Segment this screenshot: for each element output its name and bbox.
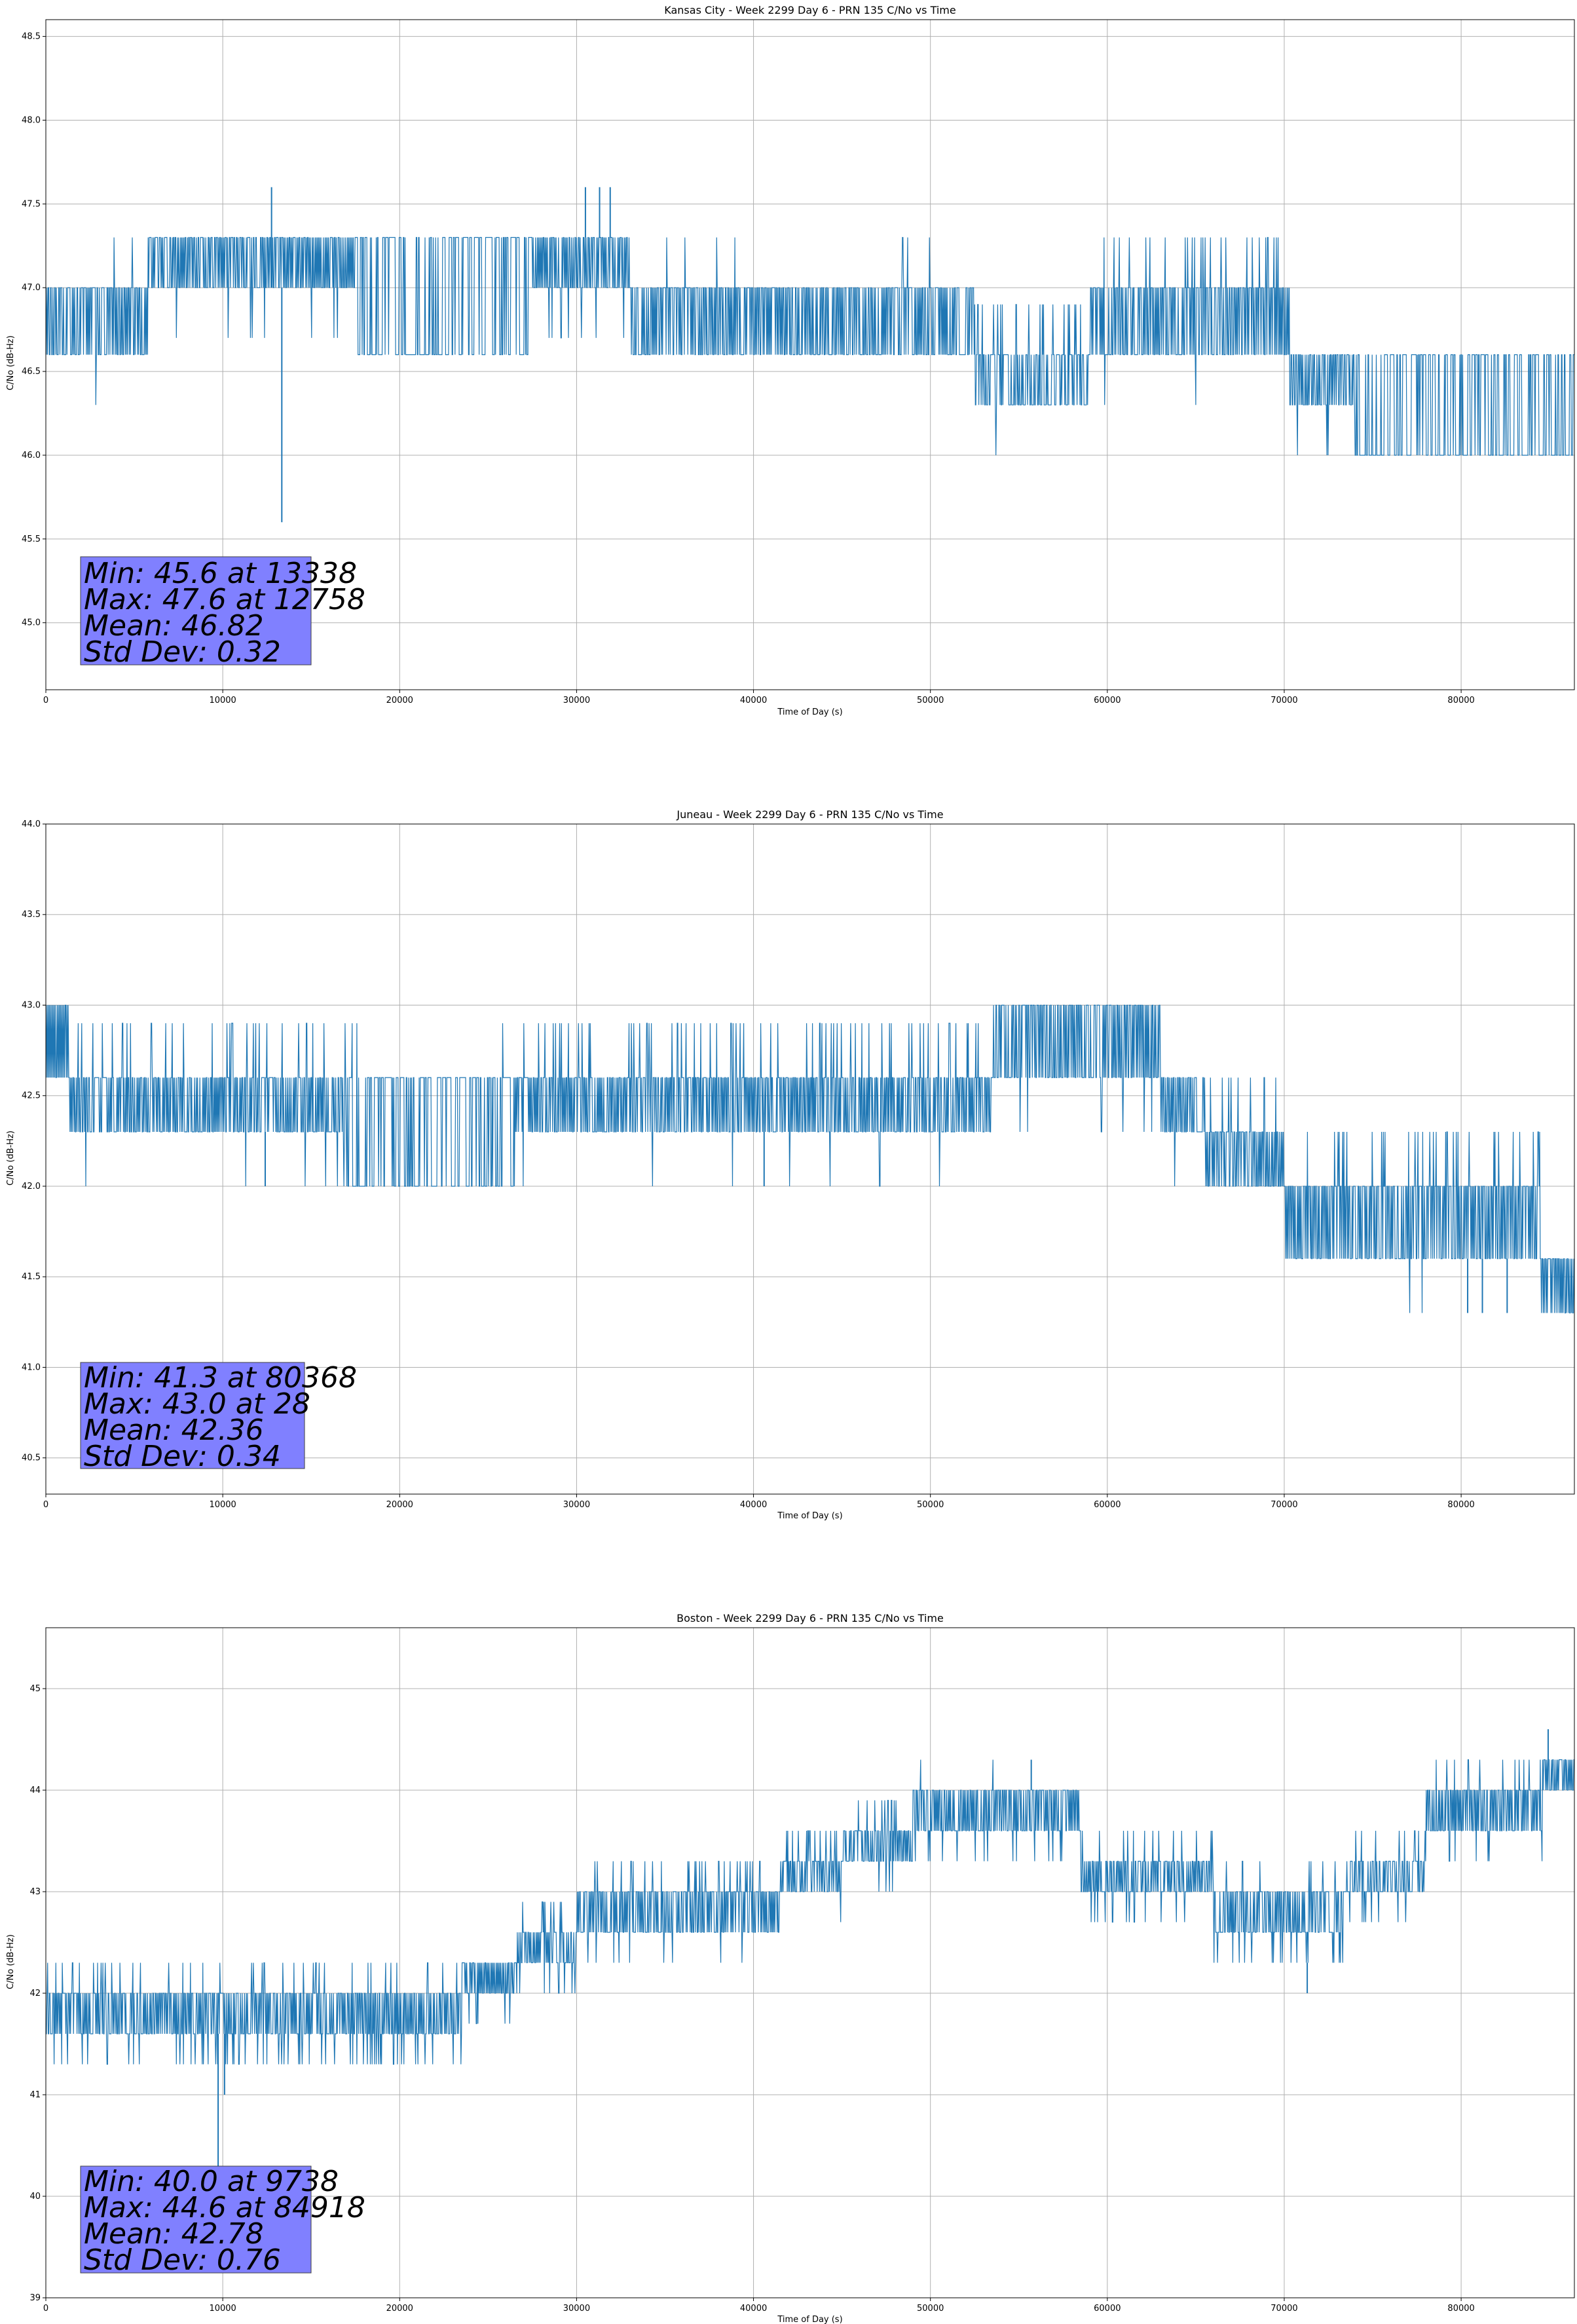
x-tick-label: 40000 xyxy=(740,2304,767,2314)
x-tick-label: 0 xyxy=(43,1500,48,1510)
stats-box-background xyxy=(80,1362,305,1469)
x-tick-label: 30000 xyxy=(563,696,590,705)
stat-std-dev: Std Dev: 0.34 xyxy=(84,1440,281,1473)
stats-box: Min: 45.6 at 13338 Max: 47.6 at 12758 Me… xyxy=(80,556,365,669)
x-tick-label: 70000 xyxy=(1271,1500,1297,1510)
chart-title: Boston - Week 2299 Day 6 - PRN 135 C/No … xyxy=(677,1612,944,1624)
y-tick-label: 48.0 xyxy=(22,115,41,125)
x-axis-label: Time of Day (s) xyxy=(777,1511,842,1521)
stats-box-background xyxy=(80,556,312,665)
x-tick-label: 30000 xyxy=(563,1500,590,1510)
x-axis-label: Time of Day (s) xyxy=(777,2315,842,2324)
stats-box: Min: 41.3 at 80368 Max: 43.0 at 28 Mean:… xyxy=(80,1361,357,1473)
x-tick-label: 50000 xyxy=(917,2304,944,2314)
stat-min: Min: 45.6 at 13338 xyxy=(84,557,357,590)
x-tick-label: 40000 xyxy=(740,696,767,705)
chart-title: Juneau - Week 2299 Day 6 - PRN 135 C/No … xyxy=(676,808,943,821)
x-tick-label: 50000 xyxy=(917,696,944,705)
y-tick-label: 45.0 xyxy=(22,618,41,628)
ticks: 0 10000 20000 30000 40000 50000 60000 70000 8000… xyxy=(29,1684,1474,2314)
x-tick-label: 20000 xyxy=(386,696,413,705)
x-tick-label: 10000 xyxy=(209,696,236,705)
y-tick-label: 39 xyxy=(29,2293,41,2303)
stat-mean: Mean: 42.78 xyxy=(84,2217,264,2251)
y-tick-label: 48.5 xyxy=(22,32,41,42)
plot-area xyxy=(45,1004,1575,1314)
axes-frame xyxy=(45,1627,1575,2298)
y-tick-label: 45.5 xyxy=(22,534,41,544)
x-tick-label: 10000 xyxy=(209,2304,236,2314)
x-tick-label: 80000 xyxy=(1447,696,1474,705)
boston-chart: Boston - Week 2299 Day 6 - PRN 135 C/No … xyxy=(6,1612,1575,2324)
x-tick-label: 70000 xyxy=(1271,2304,1297,2314)
stat-mean: Mean: 46.82 xyxy=(84,609,264,643)
stat-max: Max: 44.6 at 84918 xyxy=(84,2191,365,2224)
y-axis-label: C/No (dB-Hz) xyxy=(6,1131,16,1186)
axes-frame xyxy=(45,19,1575,690)
chart-title: Kansas City - Week 2299 Day 6 - PRN 135 … xyxy=(664,4,955,16)
y-tick-label: 42.5 xyxy=(22,1091,41,1101)
x-tick-label: 70000 xyxy=(1271,696,1297,705)
stat-min: Min: 41.3 at 80368 xyxy=(84,1361,357,1395)
ticks: 0 10000 20000 30000 40000 50000 60000 70000 8000… xyxy=(22,819,1475,1510)
x-tick-label: 40000 xyxy=(740,1500,767,1510)
x-tick-label: 50000 xyxy=(917,1500,944,1510)
y-tick-label: 40.5 xyxy=(22,1453,41,1463)
x-tick-label: 0 xyxy=(43,2304,48,2314)
stat-mean: Mean: 42.36 xyxy=(84,1414,264,1447)
y-tick-label: 46.5 xyxy=(22,367,41,377)
x-tick-label: 20000 xyxy=(386,2304,413,2314)
stat-max: Max: 43.0 at 28 xyxy=(84,1387,310,1421)
y-tick-label: 47.0 xyxy=(22,283,41,293)
x-tick-label: 30000 xyxy=(563,2304,590,2314)
y-tick-label: 41.5 xyxy=(22,1272,41,1282)
y-tick-label: 44.0 xyxy=(22,819,41,829)
x-tick-label: 80000 xyxy=(1447,2304,1474,2314)
x-tick-label: 60000 xyxy=(1094,1500,1121,1510)
x-axis-label: Time of Day (s) xyxy=(777,707,842,717)
x-tick-label: 60000 xyxy=(1094,2304,1121,2314)
kansas-city-chart: Kansas City - Week 2299 Day 6 - PRN 135 … xyxy=(6,4,1575,717)
y-tick-label: 43 xyxy=(29,1887,41,1897)
cno-series-line xyxy=(45,236,1574,456)
y-tick-label: 42.0 xyxy=(22,1182,41,1191)
y-tick-label: 46.0 xyxy=(22,451,41,460)
y-tick-label: 42 xyxy=(29,1989,41,1998)
axes-frame xyxy=(45,823,1575,1495)
y-tick-label: 40 xyxy=(29,2192,41,2202)
x-tick-label: 10000 xyxy=(209,1500,236,1510)
y-tick-label: 47.5 xyxy=(22,199,41,209)
ticks: 0 10000 20000 30000 40000 50000 60000 70000 8000… xyxy=(22,32,1475,705)
stat-std-dev: Std Dev: 0.76 xyxy=(84,2243,281,2277)
y-axis-label: C/No (dB-Hz) xyxy=(6,1934,16,1989)
y-tick-label: 45 xyxy=(29,1684,41,1694)
plot-area xyxy=(45,187,1574,523)
stats-box-background xyxy=(80,2165,312,2274)
x-tick-label: 60000 xyxy=(1094,696,1121,705)
y-tick-label: 43.0 xyxy=(22,1000,41,1010)
stats-box: Min: 40.0 at 9738 Max: 44.6 at 84918 Mea… xyxy=(80,2165,365,2277)
stat-min: Min: 40.0 at 9738 xyxy=(84,2165,339,2198)
x-tick-label: 20000 xyxy=(386,1500,413,1510)
cno-series-line xyxy=(46,1759,1574,2065)
y-axis-label: C/No (dB-Hz) xyxy=(6,335,16,390)
x-tick-label: 0 xyxy=(43,696,48,705)
y-tick-label: 44 xyxy=(29,1786,41,1795)
stat-std-dev: Std Dev: 0.32 xyxy=(84,635,281,669)
y-tick-label: 41 xyxy=(29,2090,41,2100)
juneau-chart: Juneau - Week 2299 Day 6 - PRN 135 C/No … xyxy=(6,808,1575,1521)
cno-series-line xyxy=(45,1004,1575,1314)
y-tick-label: 43.5 xyxy=(22,910,41,920)
x-tick-label: 80000 xyxy=(1447,1500,1474,1510)
stat-max: Max: 47.6 at 12758 xyxy=(84,583,365,616)
y-tick-label: 41.0 xyxy=(22,1362,41,1372)
